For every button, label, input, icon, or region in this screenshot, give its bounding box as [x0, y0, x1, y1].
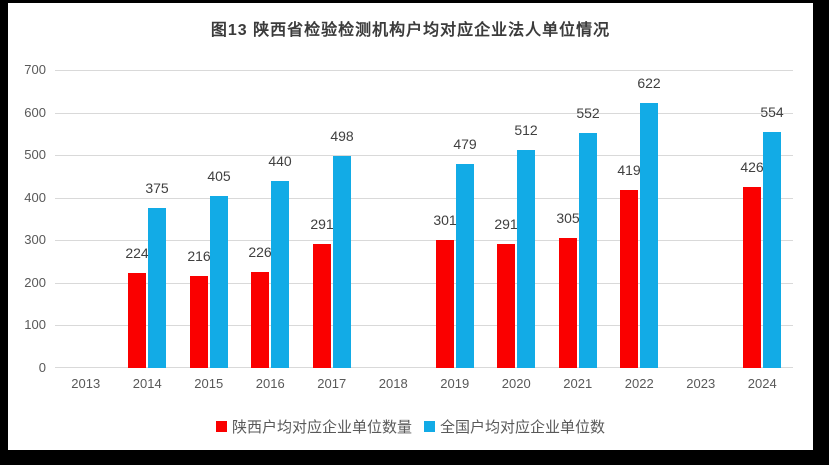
- legend-label-shaanxi: 陕西户均对应企业单位数量: [231, 419, 412, 436]
- bar-shaanxi-2021: [559, 238, 577, 368]
- bar-value-label-national-2022: 622: [637, 75, 661, 91]
- gridline-y-600: [55, 113, 793, 114]
- bar-value-label-shaanxi-2019: 301: [433, 212, 457, 228]
- x-tick-label-2023: 2023: [686, 376, 716, 391]
- y-tick-label-400: 400: [24, 190, 46, 205]
- bar-value-label-shaanxi-2015: 216: [187, 248, 211, 264]
- y-tick-label-500: 500: [24, 147, 46, 162]
- bar-shaanxi-2016: [251, 272, 269, 368]
- legend-label-national: 全国户均对应企业单位数: [440, 419, 606, 436]
- bar-value-label-shaanxi-2022: 419: [617, 162, 641, 178]
- gridline-y-200: [55, 283, 793, 284]
- x-tick-label-2019: 2019: [440, 376, 470, 391]
- gridline-y-300: [55, 240, 793, 241]
- x-tick-label-2013: 2013: [71, 376, 101, 391]
- bar-value-label-national-2015: 405: [207, 168, 231, 184]
- plot-area: 224 216 226 291 301 291 305 419 426 375 405 440 498 4…: [55, 70, 793, 368]
- bar-shaanxi-2014: [128, 273, 146, 368]
- bar-national-2015: [210, 196, 228, 368]
- x-tick-label-2021: 2021: [563, 376, 593, 391]
- bar-national-2014: [148, 208, 166, 368]
- gridline-y-500: [55, 155, 793, 156]
- bar-shaanxi-2017: [313, 244, 331, 368]
- bar-national-2019: [456, 164, 474, 368]
- bar-shaanxi-2022: [620, 190, 638, 368]
- gridline-y-100: [55, 325, 793, 326]
- bar-value-label-shaanxi-2017: 291: [310, 216, 334, 232]
- x-tick-label-2018: 2018: [378, 376, 408, 391]
- bar-shaanxi-2019: [436, 240, 454, 368]
- bar-value-label-national-2016: 440: [268, 153, 292, 169]
- gridline-y-0: [55, 367, 793, 368]
- bar-value-label-national-2021: 552: [576, 105, 600, 121]
- bar-value-label-national-2017: 498: [330, 128, 354, 144]
- bar-national-2020: [517, 150, 535, 368]
- bar-national-2016: [271, 181, 289, 368]
- bar-value-label-shaanxi-2024: 426: [740, 159, 764, 175]
- y-tick-label-200: 200: [24, 275, 46, 290]
- bar-value-label-shaanxi-2014: 224: [125, 245, 149, 261]
- bar-value-label-national-2019: 479: [453, 136, 477, 152]
- x-tick-label-2014: 2014: [132, 376, 162, 391]
- bar-value-label-shaanxi-2016: 226: [248, 244, 272, 260]
- y-tick-label-700: 700: [24, 62, 46, 77]
- x-tick-label-2020: 2020: [501, 376, 531, 391]
- bar-shaanxi-2024: [743, 187, 761, 368]
- chart-title: 图13 陕西省检验检测机构户均对应企业法人单位情况: [210, 22, 611, 39]
- bar-national-2022: [640, 103, 658, 368]
- bar-shaanxi-2015: [190, 276, 208, 368]
- y-tick-label-300: 300: [24, 232, 46, 247]
- bar-national-2024: [763, 132, 781, 368]
- bar-value-label-shaanxi-2020: 291: [494, 216, 518, 232]
- bar-value-label-national-2020: 512: [514, 122, 538, 138]
- y-tick-label-0: 0: [38, 360, 46, 375]
- gridline-y-700: [55, 70, 793, 71]
- x-tick-label-2016: 2016: [255, 376, 285, 391]
- gridline-y-400: [55, 198, 793, 199]
- legend-item-national: 全国户均对应企业单位数: [424, 416, 605, 437]
- legend-swatch-national-icon: [424, 421, 435, 432]
- x-tick-label-2022: 2022: [624, 376, 654, 391]
- bar-national-2017: [333, 156, 351, 368]
- legend-swatch-shaanxi-icon: [215, 421, 227, 432]
- x-tick-label-2015: 2015: [194, 376, 224, 391]
- bar-value-label-national-2024: 554: [760, 104, 784, 120]
- bar-shaanxi-2020: [497, 244, 515, 368]
- y-tick-label-600: 600: [24, 105, 46, 120]
- bar-value-label-shaanxi-2021: 305: [556, 210, 580, 226]
- legend-item-shaanxi: 陕西户均对应企业单位数量: [215, 416, 412, 437]
- x-tick-label-2024: 2024: [747, 376, 777, 391]
- chart-panel: 图13 陕西省检验检测机构户均对应企业法人单位情况 224 216 226 291 30…: [8, 3, 813, 450]
- x-tick-label-2017: 2017: [317, 376, 347, 391]
- legend: 陕西户均对应企业单位数量 全国户均对应企业单位数: [8, 416, 813, 437]
- bar-value-label-national-2014: 375: [145, 180, 169, 196]
- y-tick-label-100: 100: [24, 317, 46, 332]
- bar-national-2021: [579, 133, 597, 368]
